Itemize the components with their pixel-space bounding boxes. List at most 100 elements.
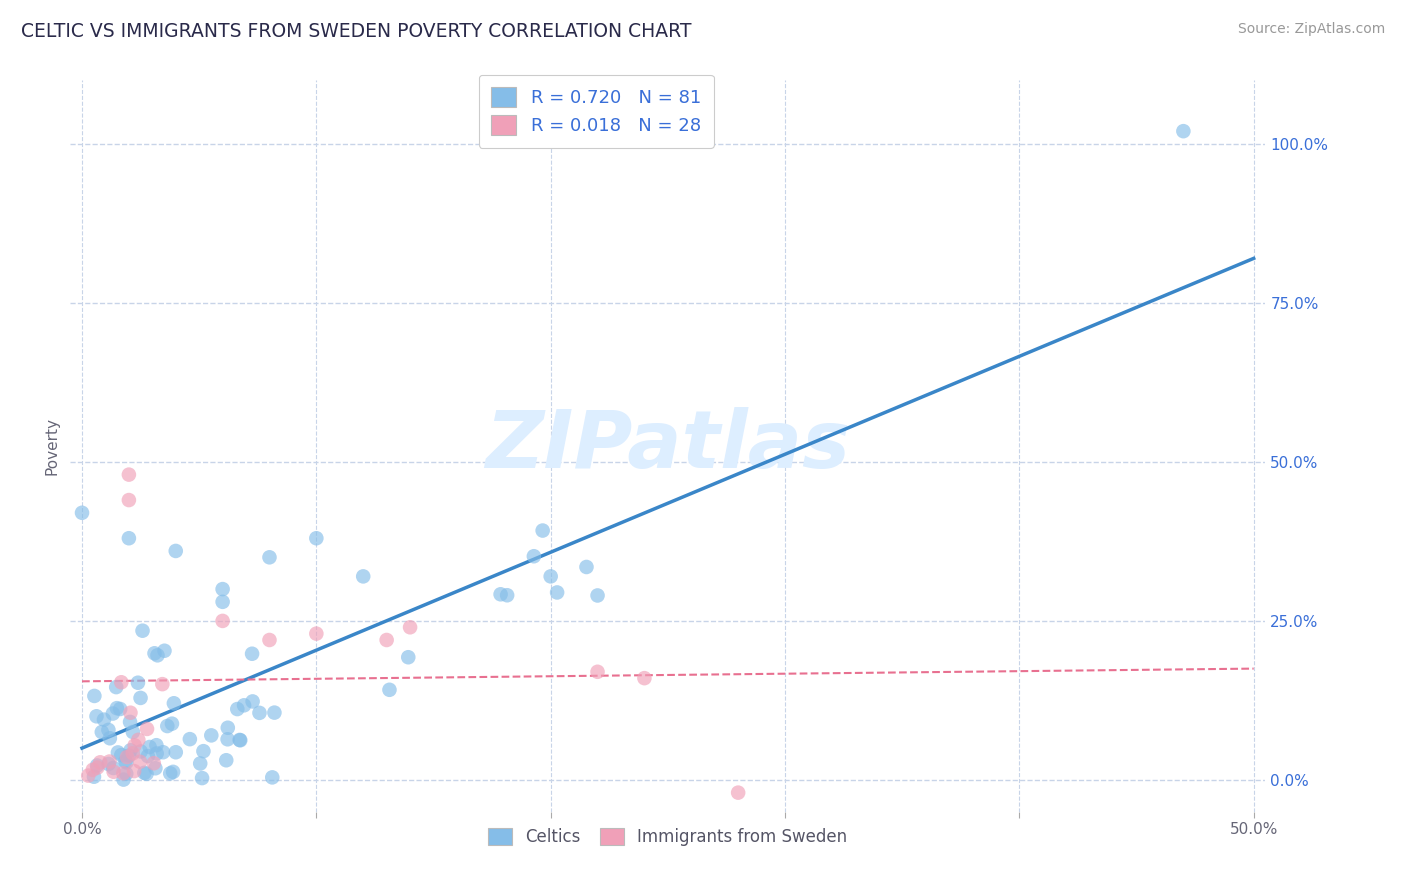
Point	[211, 614, 233, 628]
Point	[378, 682, 401, 697]
Point	[98, 731, 121, 746]
Point	[131, 624, 153, 638]
Point	[226, 702, 249, 716]
Point	[531, 524, 554, 538]
Point	[105, 680, 128, 694]
Point	[127, 675, 149, 690]
Point	[142, 756, 165, 771]
Point	[136, 722, 159, 736]
Point	[146, 648, 169, 663]
Point	[249, 706, 271, 720]
Point	[540, 569, 562, 583]
Point	[145, 761, 167, 775]
Point	[115, 756, 138, 770]
Point	[120, 714, 142, 729]
Point	[115, 766, 138, 780]
Text: Source: ZipAtlas.com: Source: ZipAtlas.com	[1237, 22, 1385, 37]
Point	[586, 589, 609, 603]
Y-axis label: Poverty: Poverty	[44, 417, 59, 475]
Point	[240, 647, 263, 661]
Point	[546, 585, 568, 599]
Point	[165, 544, 187, 558]
Point	[188, 756, 211, 771]
Point	[97, 757, 120, 772]
Point	[86, 758, 108, 772]
Point	[156, 719, 179, 733]
Point	[107, 746, 129, 760]
Point	[112, 766, 135, 780]
Point	[114, 754, 136, 768]
Point	[162, 764, 184, 779]
Point	[70, 506, 93, 520]
Point	[262, 770, 284, 784]
Point	[101, 706, 124, 721]
Point	[193, 744, 215, 758]
Point	[98, 755, 121, 769]
Point	[134, 765, 156, 780]
Point	[86, 709, 108, 723]
Point	[727, 786, 749, 800]
Point	[112, 772, 135, 787]
Point	[633, 671, 655, 685]
Point	[129, 690, 152, 705]
Point	[121, 747, 143, 761]
Point	[396, 650, 419, 665]
Point	[259, 632, 281, 647]
Point	[165, 745, 187, 759]
Point	[136, 749, 159, 764]
Point	[118, 748, 141, 763]
Point	[211, 595, 233, 609]
Point	[523, 549, 546, 564]
Point	[90, 725, 112, 739]
Point	[122, 764, 145, 778]
Point	[138, 739, 160, 754]
Point	[305, 531, 328, 545]
Text: CELTIC VS IMMIGRANTS FROM SWEDEN POVERTY CORRELATION CHART: CELTIC VS IMMIGRANTS FROM SWEDEN POVERTY…	[21, 22, 692, 41]
Point	[77, 769, 100, 783]
Point	[496, 588, 519, 602]
Point	[215, 753, 238, 767]
Point	[83, 689, 105, 703]
Point	[103, 761, 125, 775]
Point	[163, 696, 186, 710]
Point	[179, 732, 201, 747]
Point	[191, 771, 214, 785]
Point	[352, 569, 374, 583]
Point	[97, 723, 120, 737]
Point	[105, 701, 128, 715]
Point	[108, 702, 131, 716]
Point	[118, 531, 141, 545]
Point	[120, 743, 142, 757]
Point	[121, 725, 143, 739]
Point	[115, 750, 138, 764]
Point	[153, 644, 176, 658]
Point	[242, 694, 264, 708]
Point	[83, 770, 105, 784]
Point	[399, 620, 422, 634]
Point	[489, 587, 512, 601]
Point	[217, 721, 239, 735]
Point	[228, 733, 250, 747]
Point	[263, 706, 285, 720]
Point	[93, 713, 115, 727]
Point	[375, 632, 398, 647]
Point	[129, 755, 152, 769]
Point	[110, 747, 132, 762]
Legend: Celtics, Immigrants from Sweden: Celtics, Immigrants from Sweden	[479, 820, 856, 855]
Point	[86, 761, 108, 775]
Point	[118, 467, 141, 482]
Point	[118, 493, 141, 508]
Point	[305, 626, 328, 640]
Point	[200, 728, 222, 742]
Point	[103, 764, 125, 779]
Point	[150, 677, 173, 691]
Point	[259, 550, 281, 565]
Point	[89, 756, 111, 770]
Point	[129, 744, 152, 758]
Point	[152, 745, 174, 759]
Point	[159, 766, 181, 780]
Point	[127, 732, 149, 747]
Point	[135, 767, 157, 781]
Point	[229, 733, 252, 747]
Point	[110, 675, 132, 690]
